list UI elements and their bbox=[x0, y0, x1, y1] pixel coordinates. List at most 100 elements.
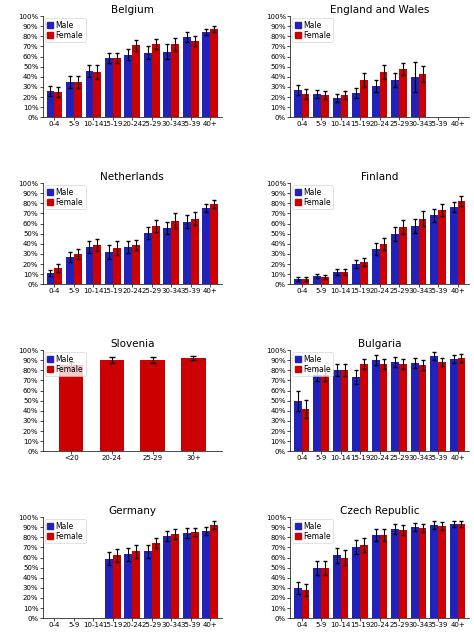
Bar bbox=[202, 209, 210, 284]
Bar bbox=[438, 362, 446, 451]
Bar bbox=[55, 268, 62, 284]
Bar bbox=[202, 531, 210, 618]
Title: Czech Republic: Czech Republic bbox=[340, 506, 419, 516]
Bar bbox=[341, 370, 348, 451]
Bar bbox=[411, 77, 419, 117]
Bar bbox=[430, 525, 438, 618]
Bar bbox=[360, 545, 368, 618]
Bar bbox=[140, 360, 165, 451]
Bar bbox=[411, 363, 419, 451]
Bar bbox=[181, 358, 206, 451]
Bar bbox=[93, 245, 101, 284]
Bar bbox=[419, 365, 427, 451]
Bar bbox=[352, 264, 360, 284]
Bar bbox=[183, 222, 191, 284]
Bar bbox=[341, 272, 348, 284]
Bar bbox=[152, 44, 160, 117]
Bar bbox=[360, 262, 368, 284]
Bar bbox=[419, 74, 427, 117]
Bar bbox=[392, 362, 399, 451]
Title: Bulgaria: Bulgaria bbox=[358, 339, 401, 349]
Bar bbox=[100, 360, 124, 451]
Bar bbox=[66, 82, 74, 117]
Bar bbox=[144, 551, 152, 618]
Bar bbox=[341, 95, 348, 117]
Bar bbox=[313, 276, 321, 284]
Bar bbox=[302, 409, 310, 451]
Bar bbox=[191, 532, 199, 618]
Bar bbox=[105, 252, 113, 284]
Bar bbox=[55, 92, 62, 117]
Bar bbox=[202, 32, 210, 117]
Bar bbox=[372, 535, 380, 618]
Bar bbox=[450, 524, 457, 618]
Bar bbox=[152, 225, 160, 284]
Bar bbox=[171, 44, 179, 117]
Bar bbox=[132, 245, 140, 284]
Bar bbox=[85, 247, 93, 284]
Bar bbox=[164, 536, 171, 618]
Bar bbox=[360, 80, 368, 117]
Bar bbox=[341, 558, 348, 618]
Bar bbox=[333, 370, 341, 451]
Bar bbox=[171, 535, 179, 618]
Bar bbox=[399, 365, 407, 451]
Bar bbox=[152, 544, 160, 618]
Bar bbox=[419, 528, 427, 618]
Title: Finland: Finland bbox=[361, 173, 398, 182]
Legend: Male, Female: Male, Female bbox=[292, 19, 333, 42]
Bar bbox=[352, 93, 360, 117]
Legend: Male, Female: Male, Female bbox=[292, 519, 333, 543]
Bar bbox=[294, 588, 302, 618]
Bar bbox=[210, 525, 218, 618]
Bar bbox=[380, 71, 387, 117]
Bar bbox=[457, 202, 465, 284]
Bar bbox=[125, 554, 132, 618]
Bar bbox=[399, 69, 407, 117]
Title: Slovenia: Slovenia bbox=[110, 339, 155, 349]
Bar bbox=[74, 254, 82, 284]
Legend: Male, Female: Male, Female bbox=[45, 185, 86, 209]
Bar bbox=[113, 57, 120, 117]
Bar bbox=[191, 218, 199, 284]
Bar bbox=[438, 526, 446, 618]
Bar bbox=[74, 82, 82, 117]
Bar bbox=[411, 527, 419, 618]
Title: Belgium: Belgium bbox=[111, 5, 154, 15]
Bar bbox=[457, 358, 465, 451]
Bar bbox=[125, 55, 132, 117]
Bar bbox=[93, 71, 101, 117]
Bar bbox=[85, 71, 93, 117]
Bar bbox=[438, 211, 446, 284]
Bar bbox=[399, 530, 407, 618]
Title: England and Wales: England and Wales bbox=[330, 5, 429, 15]
Bar bbox=[59, 365, 83, 451]
Bar bbox=[380, 535, 387, 618]
Bar bbox=[419, 218, 427, 284]
Bar bbox=[321, 277, 329, 284]
Bar bbox=[313, 94, 321, 117]
Bar bbox=[105, 57, 113, 117]
Title: Germany: Germany bbox=[108, 506, 156, 516]
Bar bbox=[372, 360, 380, 451]
Legend: Male, Female: Male, Female bbox=[45, 519, 86, 543]
Bar bbox=[210, 204, 218, 284]
Legend: Male, Female: Male, Female bbox=[292, 352, 333, 376]
Bar bbox=[450, 359, 457, 451]
Bar bbox=[113, 248, 120, 284]
Legend: Male, Female: Male, Female bbox=[45, 352, 86, 376]
Legend: Male, Female: Male, Female bbox=[292, 185, 333, 209]
Bar bbox=[313, 567, 321, 618]
Bar bbox=[392, 529, 399, 618]
Bar bbox=[372, 249, 380, 284]
Bar bbox=[430, 356, 438, 451]
Bar bbox=[46, 273, 55, 284]
Bar bbox=[321, 375, 329, 451]
Bar bbox=[333, 556, 341, 618]
Bar bbox=[399, 227, 407, 284]
Bar bbox=[105, 558, 113, 618]
Bar bbox=[66, 257, 74, 284]
Legend: Male, Female: Male, Female bbox=[45, 19, 86, 42]
Bar bbox=[113, 556, 120, 618]
Bar bbox=[352, 377, 360, 451]
